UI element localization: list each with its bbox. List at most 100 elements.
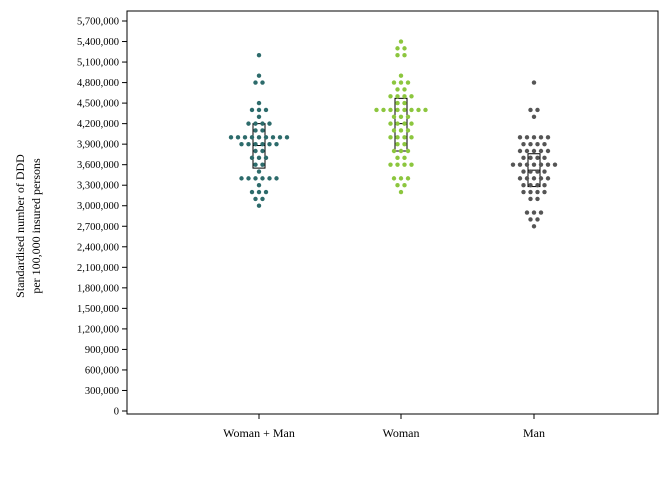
dot [253, 196, 258, 202]
dot [405, 176, 411, 181]
y-tick-label: 1,200,000 [77, 324, 119, 335]
dot [535, 107, 540, 113]
x-tick-label: Man [523, 426, 545, 440]
dot [391, 176, 397, 181]
dot [395, 53, 400, 58]
y-tick-label: 1,800,000 [77, 283, 119, 294]
dot [381, 107, 386, 113]
dot [542, 189, 547, 195]
dot [246, 121, 251, 126]
dot [274, 141, 279, 147]
dot [517, 162, 523, 167]
dot [402, 53, 407, 58]
dot [531, 148, 537, 154]
dot [535, 169, 540, 174]
dot [398, 148, 404, 154]
dot [242, 135, 248, 140]
dot [253, 176, 258, 181]
dot [256, 135, 262, 140]
dot [545, 148, 551, 154]
dot [260, 148, 265, 154]
dot [535, 155, 540, 161]
dot [542, 183, 547, 188]
dot [260, 141, 265, 147]
dot [391, 114, 397, 119]
dot [531, 224, 537, 229]
dot [524, 135, 530, 140]
dot [531, 162, 537, 167]
dot [538, 148, 544, 154]
dot [260, 176, 265, 181]
y-axis-label: per 100,000 insured persons [29, 158, 43, 294]
dot [260, 196, 265, 202]
dot [249, 107, 255, 113]
y-tick-label: 3,000,000 [77, 201, 119, 212]
y-tick-label: 5,700,000 [77, 17, 119, 28]
dot [270, 135, 276, 140]
dot [284, 135, 290, 140]
dot [538, 176, 544, 181]
dot [521, 169, 526, 174]
dot [535, 217, 540, 222]
dot [260, 128, 265, 133]
y-tick-label: 900,000 [85, 345, 119, 356]
dot [416, 107, 421, 113]
x-tick-label: Woman [382, 426, 419, 440]
dot [228, 135, 234, 140]
dot [405, 80, 411, 85]
dot [545, 162, 551, 167]
dot [253, 162, 258, 167]
dot [395, 162, 400, 167]
dot [510, 162, 516, 167]
dot [253, 80, 258, 85]
dot [246, 141, 251, 147]
dot [409, 121, 414, 126]
dot [542, 155, 547, 161]
dot [395, 107, 400, 113]
dot [398, 39, 404, 44]
dot [528, 189, 533, 195]
dot [256, 183, 262, 188]
dot [239, 141, 244, 147]
plot-frame [126, 10, 659, 415]
dot [535, 141, 540, 147]
dot [256, 114, 262, 119]
dot [395, 155, 400, 161]
y-tick-label: 4,500,000 [77, 99, 119, 110]
dot [398, 128, 404, 133]
dot [235, 135, 241, 140]
dot [253, 128, 258, 133]
dot [545, 176, 551, 181]
dot [263, 107, 269, 113]
dot [402, 141, 407, 147]
dot [517, 176, 523, 181]
dot [402, 87, 407, 92]
dot [545, 135, 551, 140]
dot [256, 155, 262, 161]
y-tick-label: 3,600,000 [77, 160, 119, 171]
dot [256, 203, 262, 208]
dot [395, 183, 400, 188]
dot [398, 73, 404, 78]
dot [402, 135, 407, 140]
y-tick-label: 1,500,000 [77, 304, 119, 315]
dot [524, 162, 530, 167]
dot [517, 148, 523, 154]
dot [535, 196, 540, 202]
dot [256, 100, 262, 106]
dot [388, 162, 393, 167]
dot [391, 80, 397, 85]
y-axis-label: Standardised number of DDD [13, 154, 27, 298]
dot [395, 46, 400, 51]
y-tick-label: 4,800,000 [77, 78, 119, 89]
y-tick-label: 2,100,000 [77, 263, 119, 274]
dot [531, 80, 537, 85]
dot [388, 94, 393, 99]
dot [263, 155, 269, 161]
dot [409, 162, 414, 167]
y-tick-label: 2,400,000 [77, 242, 119, 253]
dot [528, 107, 533, 113]
dot [256, 73, 262, 78]
